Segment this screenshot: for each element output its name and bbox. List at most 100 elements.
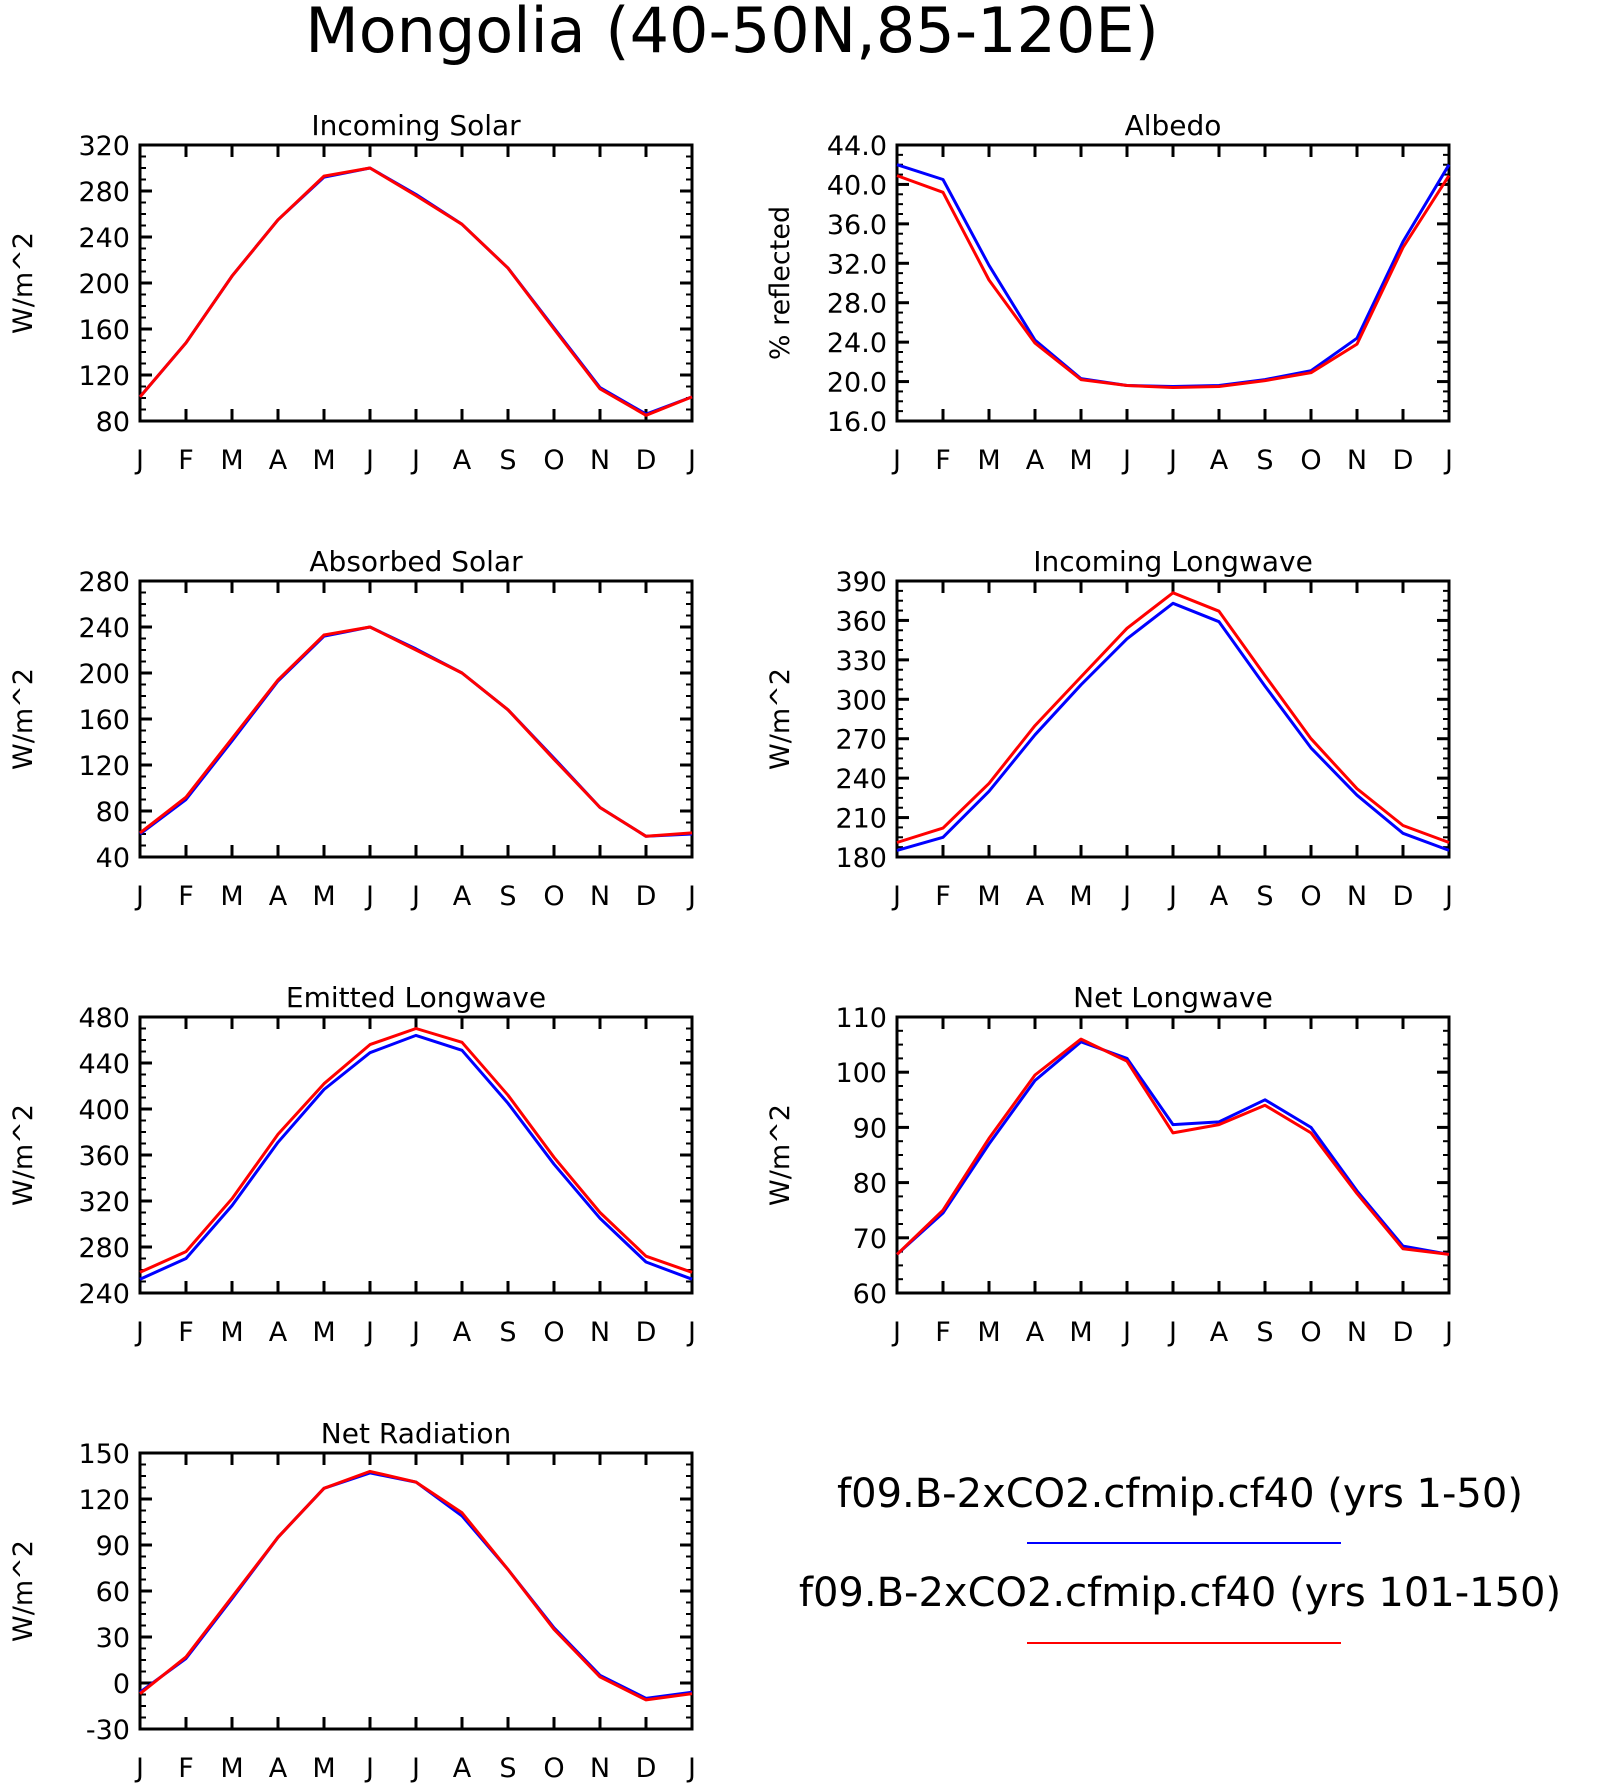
x-tick-label: F (935, 1317, 951, 1348)
x-tick-label: J (134, 1753, 144, 1783)
x-tick-label: A (1210, 881, 1229, 912)
x-tick-label: O (1300, 445, 1321, 476)
x-tick-label: J (891, 1317, 901, 1348)
y-tick-label: 40 (96, 843, 130, 874)
x-tick-label: A (1210, 1317, 1229, 1348)
x-tick-label: O (543, 881, 564, 912)
x-tick-label: M (312, 881, 335, 912)
plot-frame-emitted-longwave (138, 1015, 694, 1295)
series-line-1-absorbed-solar (139, 625, 693, 838)
x-tick-label: A (453, 1753, 472, 1783)
x-tick-label: J (364, 1317, 374, 1348)
y-tick-label: 110 (835, 1003, 887, 1034)
x-tick-label: S (499, 1317, 516, 1348)
x-tick-label: F (178, 881, 194, 912)
y-tick-label: 280 (78, 567, 130, 598)
x-tick-label: M (312, 1753, 335, 1783)
x-tick-label: J (891, 881, 901, 912)
y-tick-label: 320 (78, 131, 130, 162)
y-tick-label: 32.0 (827, 249, 887, 280)
x-tick-label: J (364, 1753, 374, 1783)
series-line-2-net-radiation (139, 1469, 693, 1702)
x-tick-label: J (134, 881, 144, 912)
x-tick-label: J (1167, 881, 1177, 912)
x-tick-label: S (499, 445, 516, 476)
panel-title-incoming-solar: Incoming Solar (311, 109, 521, 142)
x-tick-label: J (686, 1317, 696, 1348)
y-tick-label: 240 (78, 1279, 130, 1310)
x-tick-label: N (1347, 1317, 1367, 1348)
x-tick-label: D (1393, 445, 1414, 476)
series-line-1-net-longwave (895, 1040, 1450, 1256)
y-axis-label-incoming-solar: W/m^2 (8, 232, 39, 334)
y-tick-label: 70 (853, 1224, 887, 1255)
x-tick-label: M (1069, 1317, 1092, 1348)
plot-frame-net-radiation (138, 1451, 694, 1731)
y-tick-label: 24.0 (827, 328, 887, 359)
x-tick-label: S (499, 881, 516, 912)
x-tick-label: N (590, 1753, 610, 1783)
x-tick-label: M (1069, 445, 1092, 476)
x-tick-label: J (134, 1317, 144, 1348)
x-tick-label: A (453, 881, 472, 912)
y-axis-absorbed-solar: 40 80 120 160 200 240 280 (78, 567, 692, 874)
series-line-1-emitted-longwave (139, 1033, 693, 1281)
x-tick-label: M (312, 1317, 335, 1348)
x-tick-label: A (1026, 881, 1045, 912)
y-tick-label: 160 (78, 705, 130, 736)
y-axis-label-net-radiation: W/m^2 (8, 1540, 39, 1642)
x-tick-label: N (590, 1317, 610, 1348)
y-tick-label: 280 (78, 1233, 130, 1264)
x-tick-label: O (543, 1753, 564, 1783)
x-tick-label: M (220, 1753, 243, 1783)
x-tick-label: D (636, 1317, 657, 1348)
y-tick-label: 270 (835, 725, 887, 756)
x-tick-label: J (134, 445, 144, 476)
x-tick-label: S (1256, 881, 1273, 912)
y-tick-label: 20.0 (827, 368, 887, 399)
y-tick-label: 360 (78, 1141, 130, 1172)
y-tick-label: 200 (78, 269, 130, 300)
y-axis-label-emitted-longwave: W/m^2 (8, 1104, 39, 1206)
x-tick-label: O (543, 445, 564, 476)
x-tick-label: F (178, 1753, 194, 1783)
x-tick-label: D (1393, 1317, 1414, 1348)
series-line-2-net-longwave (895, 1037, 1450, 1256)
y-tick-label: -30 (86, 1715, 130, 1746)
y-tick-label: 100 (835, 1058, 887, 1089)
panel-incoming-longwave: J F M A M J J A S O N D J180210240270300330360390Inc… (765, 545, 1453, 912)
y-tick-label: 40.0 (827, 170, 887, 201)
series-line-2-absorbed-solar (139, 625, 693, 838)
x-tick-label: M (312, 445, 335, 476)
x-tick-label: J (1121, 881, 1131, 912)
x-tick-label: J (891, 445, 901, 476)
x-tick-label: J (410, 1317, 420, 1348)
x-tick-label: O (1300, 881, 1321, 912)
y-tick-label: 160 (78, 315, 130, 346)
y-axis-label-absorbed-solar: W/m^2 (8, 668, 39, 770)
x-tick-label: J (1167, 1317, 1177, 1348)
series-line-2-emitted-longwave (139, 1027, 693, 1274)
y-tick-label: 440 (78, 1049, 130, 1080)
panel-title-net-radiation: Net Radiation (321, 1417, 511, 1450)
y-tick-label: 210 (835, 804, 887, 835)
y-tick-label: 36.0 (827, 210, 887, 241)
y-axis-albedo: 16.0 20.0 24.0 28.0 32.0 36.0 40.0 44.0 (827, 131, 1449, 438)
x-tick-label: J (1443, 881, 1453, 912)
x-tick-label: N (1347, 445, 1367, 476)
x-tick-label: D (636, 1753, 657, 1783)
y-tick-label: 90 (96, 1531, 130, 1562)
x-tick-label: A (269, 881, 288, 912)
y-tick-label: 60 (853, 1279, 887, 1310)
x-tick-label: J (410, 445, 420, 476)
x-tick-label: J (364, 881, 374, 912)
y-tick-label: 360 (835, 606, 887, 637)
legend-label-series-2: f09.B-2xCO2.cfmip.cf40 (yrs 101-150) (799, 1570, 1561, 1616)
x-tick-label: J (1167, 445, 1177, 476)
panel-albedo: J F M A M J J A S O N D J16.020.024.028.032.036.040.… (765, 109, 1453, 476)
y-axis-emitted-longwave: 240 280 320 360 400 440 480 (78, 1003, 692, 1310)
